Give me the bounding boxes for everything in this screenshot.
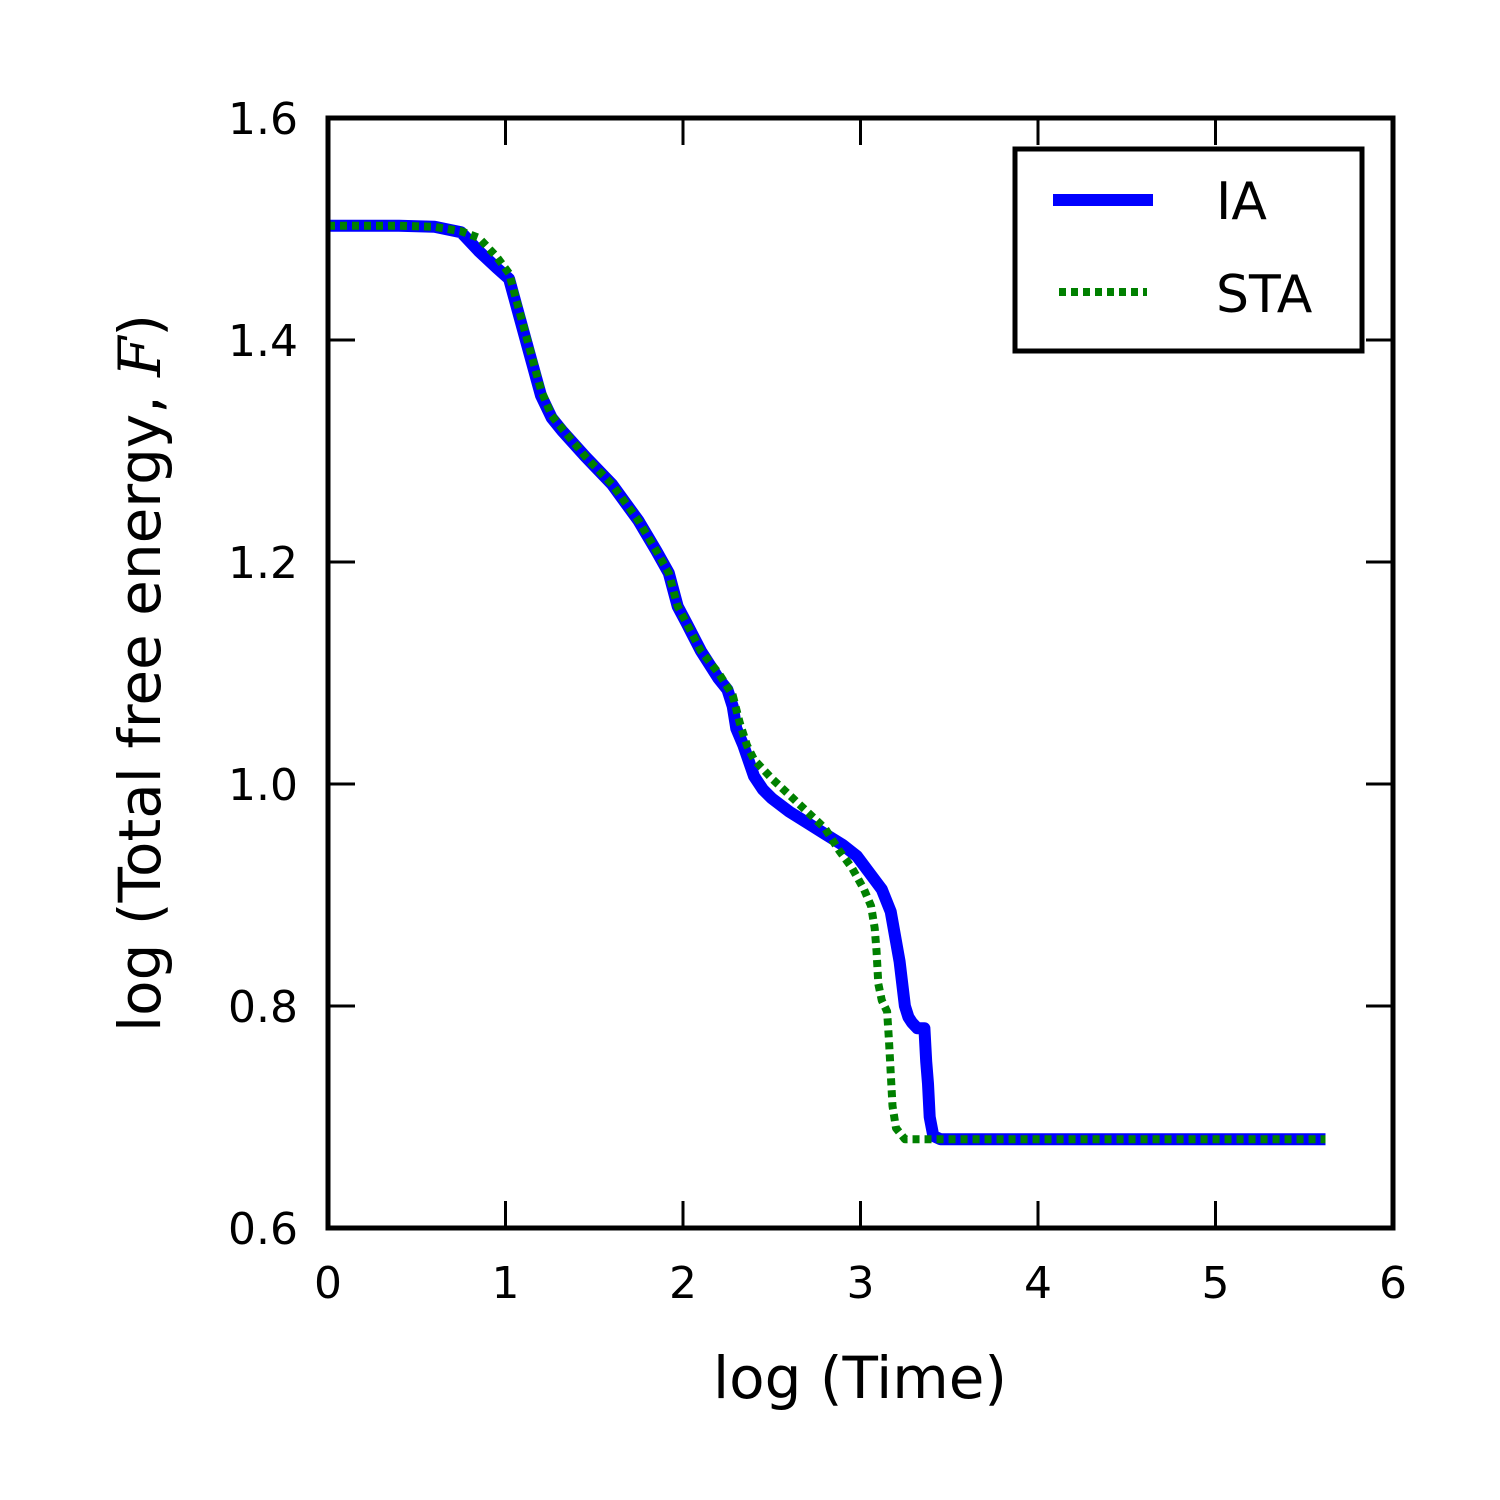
y-axis-label-symbol: F	[106, 335, 174, 378]
plot-area	[328, 219, 1326, 1146]
y-tick-label: 1.2	[228, 538, 298, 589]
tick-labels: 0 1 2 3 4 5 6 0.6 0.8 1.0 1.2 1.4 1.6	[228, 94, 1407, 1309]
legend: IA STA	[1012, 146, 1365, 354]
y-tick-label: 0.8	[228, 982, 298, 1033]
x-tick-label: 2	[669, 1258, 697, 1309]
x-tick-label: 5	[1202, 1258, 1230, 1309]
plot-frame	[325, 115, 1396, 1231]
series-line-ia	[328, 219, 1326, 1146]
y-tick-label: 1.0	[228, 760, 298, 811]
legend-label-sta: STA	[1216, 265, 1313, 325]
legend-label-ia: IA	[1216, 172, 1267, 232]
y-tick-label: 1.6	[228, 94, 298, 145]
x-axis-label: log (Time)	[713, 1344, 1007, 1412]
x-tick-label: 0	[314, 1258, 342, 1309]
legend-box	[1012, 146, 1365, 354]
x-tick-label: 6	[1379, 1258, 1407, 1309]
series-line-sta	[328, 221, 1326, 1144]
y-tick-label: 1.4	[228, 316, 298, 367]
x-tick-label: 1	[492, 1258, 520, 1309]
x-tick-label: 4	[1024, 1258, 1052, 1309]
x-tick-label: 3	[847, 1258, 875, 1309]
y-axis-label: log (Total free energy, F)	[106, 314, 174, 1032]
y-tick-label: 0.6	[228, 1204, 298, 1255]
